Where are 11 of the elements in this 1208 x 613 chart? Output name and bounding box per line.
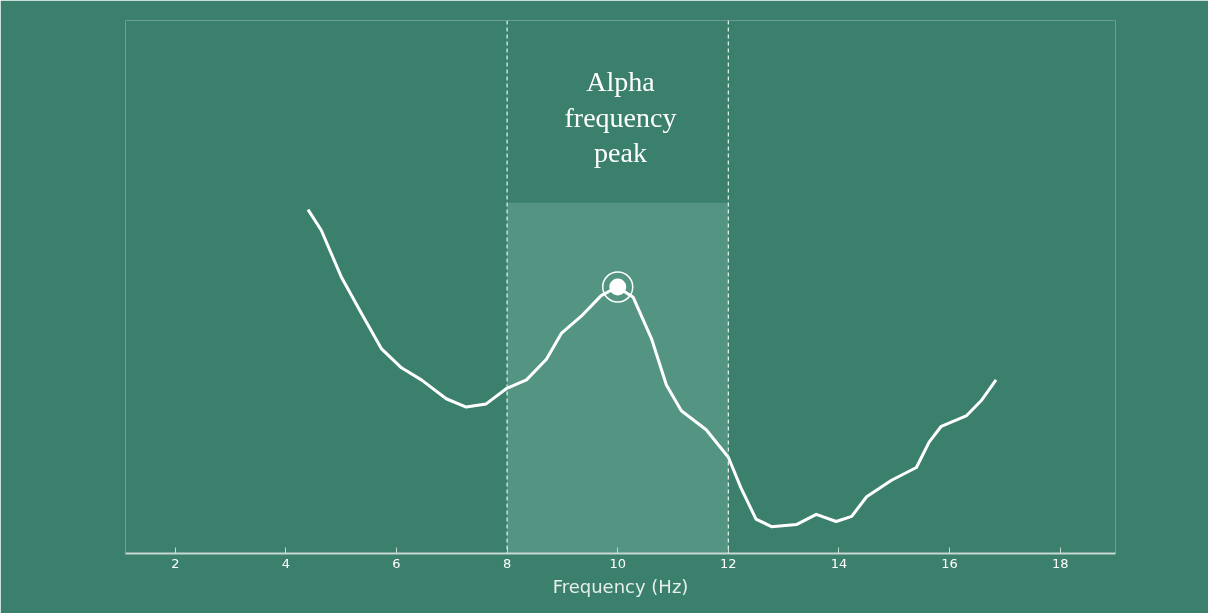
text: Alpha frequency peak [564,66,677,169]
x-tick-label: 10 [609,555,627,571]
x-tick-label: 4 [281,555,291,571]
x-tick-label: 16 [941,555,958,571]
x-tick-label: 8 [502,555,512,571]
x-tick-label: 2 [171,555,180,571]
x-tick-label: 12 [720,555,737,571]
x-tick-label: 6 [392,555,401,571]
x-tick-label: 18 [1051,555,1069,571]
x-axis-title: Frequency (Hz) [552,575,689,597]
x-tick-label: 14 [830,555,848,571]
